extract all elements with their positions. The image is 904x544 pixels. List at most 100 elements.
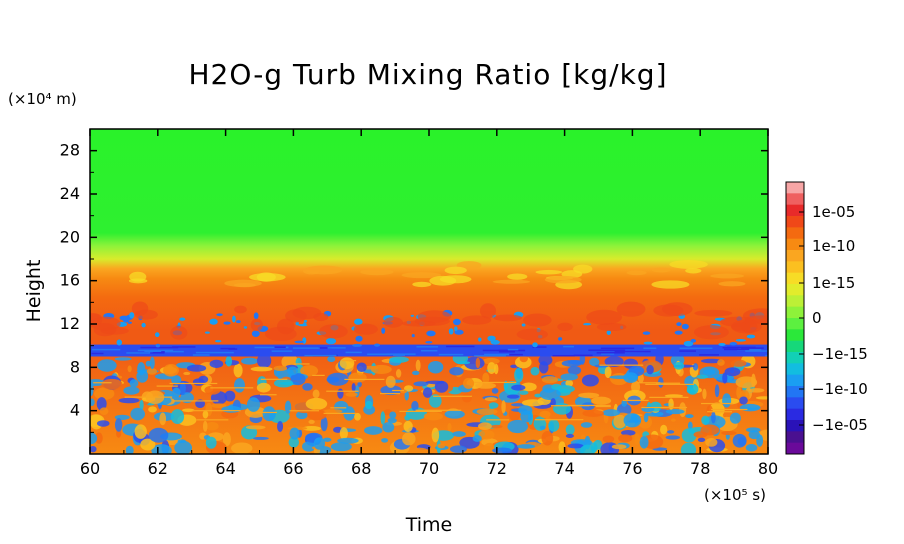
field-blob: [560, 373, 578, 381]
field-blob: [202, 410, 209, 419]
field-blob: [706, 405, 713, 415]
field-blob: [365, 400, 373, 410]
field-blob: [183, 371, 191, 376]
field-stripe: [641, 406, 688, 409]
field-blob: [518, 390, 529, 395]
field-stripe: [156, 385, 178, 387]
upper-blob: [302, 337, 307, 344]
field-blob: [262, 406, 276, 422]
colorbar-segment: [786, 420, 804, 432]
band-streak: [614, 350, 651, 353]
field-blob: [129, 379, 139, 388]
colorbar-segment: [786, 363, 804, 376]
field-blob: [256, 382, 271, 393]
field-blob: [511, 403, 526, 407]
field-blob: [348, 372, 367, 383]
band-streak: [192, 354, 210, 356]
field-blob: [273, 378, 294, 388]
field-blob: [211, 403, 227, 409]
band-streak: [552, 354, 575, 357]
field-blob: [370, 364, 392, 374]
band-streak: [699, 354, 719, 356]
band-streak: [92, 348, 121, 351]
field-blob: [700, 424, 720, 436]
field-blob: [475, 382, 496, 389]
colorbar-label: −1e-10: [812, 380, 868, 398]
field-blob: [472, 435, 482, 442]
x-tick-label: 70: [419, 459, 439, 478]
field-blob: [551, 383, 562, 390]
transition-bump: [626, 270, 647, 276]
field-stripe: [567, 404, 611, 407]
colorbar-label: 1e-15: [812, 274, 855, 292]
upper-blob: [355, 335, 363, 342]
field-blob: [664, 394, 684, 398]
field-stripe: [289, 410, 320, 412]
band-streak: [138, 352, 165, 354]
field-blob: [205, 436, 217, 449]
field-blob: [273, 365, 288, 371]
field-stripe: [595, 405, 611, 408]
upper-blob: [179, 317, 186, 321]
upper-patch: [586, 309, 623, 325]
field-blob: [437, 443, 446, 449]
field-blob: [729, 412, 741, 424]
field-blob: [404, 415, 411, 421]
field-blob: [198, 375, 209, 384]
field-stripe: [260, 378, 288, 380]
field-blob: [520, 410, 533, 423]
field-blob: [541, 376, 559, 384]
field-blob: [630, 413, 638, 419]
transition-bump: [685, 268, 702, 274]
field-blob: [748, 388, 765, 393]
band-streak: [318, 347, 332, 349]
colorbar-segment: [786, 238, 804, 251]
upper-blob: [583, 322, 592, 326]
upper-patch: [383, 317, 403, 328]
field-blob: [146, 368, 158, 375]
heatmap-area: [90, 129, 768, 454]
band-streak: [573, 354, 593, 357]
field-stripe: [312, 374, 325, 377]
upper-blob: [215, 339, 222, 343]
field-blob: [114, 418, 123, 432]
transition-bump: [429, 275, 457, 286]
upper-blob: [354, 318, 363, 325]
field-blob: [751, 373, 756, 388]
y-tick-label: 20: [60, 227, 80, 246]
field-blob: [449, 445, 467, 453]
field-blob: [565, 379, 574, 387]
field-blob: [95, 432, 103, 444]
field-blob: [541, 431, 554, 446]
upper-patch: [234, 305, 247, 314]
field-stripe: [707, 411, 733, 413]
band-streak: [722, 347, 739, 349]
field-blob: [701, 415, 710, 425]
field-blob: [90, 445, 97, 453]
y-tick-label: 4: [70, 401, 80, 420]
band-streak: [271, 350, 293, 352]
field-blob: [96, 420, 110, 427]
band-streak: [327, 347, 346, 349]
field-blob: [711, 411, 716, 424]
y-tick-label: 28: [60, 141, 80, 160]
field-blob: [250, 366, 273, 372]
field-blob: [623, 372, 639, 383]
field-blob: [116, 429, 122, 438]
upper-blob: [129, 312, 135, 319]
band-streak: [600, 347, 635, 350]
band-streak: [498, 349, 526, 352]
band-streak: [498, 351, 516, 353]
field-blob: [665, 408, 685, 415]
colorbar-segment: [786, 340, 804, 353]
field-blob: [692, 363, 699, 371]
field-blob: [616, 403, 632, 416]
transition-bump: [492, 279, 531, 284]
field-blob: [151, 444, 172, 454]
upper-patch: [693, 325, 729, 340]
field-blob: [565, 424, 575, 435]
band-streak: [446, 345, 475, 348]
upper-patch: [285, 309, 307, 323]
field-blob: [492, 447, 513, 454]
upper-blob: [718, 342, 726, 346]
